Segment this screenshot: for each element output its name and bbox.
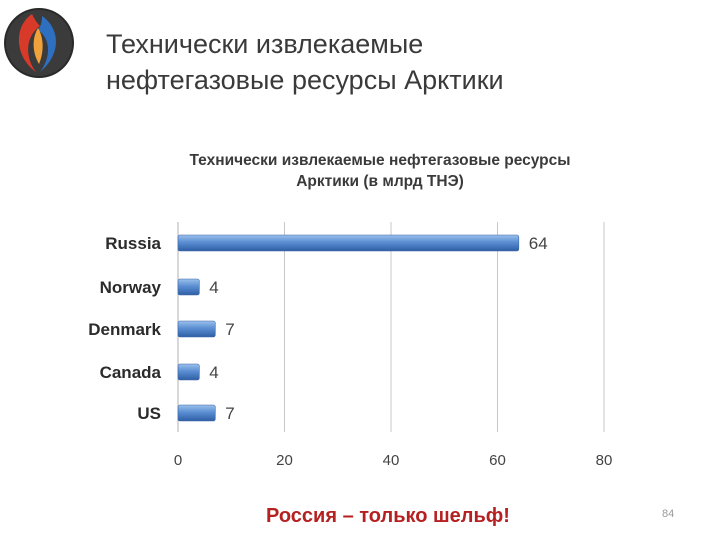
category-label: Russia — [105, 234, 161, 253]
footer-note: Россия – только шельф! — [266, 505, 510, 527]
bar-canada — [177, 363, 200, 381]
category-label: Canada — [100, 363, 162, 382]
category-label: Denmark — [88, 320, 161, 339]
value-label: 4 — [209, 363, 218, 382]
value-label: 7 — [225, 320, 234, 339]
chart-title: Технически извлекаемые нефтегазовые ресу… — [189, 152, 571, 190]
x-tick-label: 40 — [383, 452, 400, 469]
bar-us — [177, 404, 216, 422]
gridlines — [177, 222, 605, 432]
bar-norway — [177, 278, 200, 296]
slide-title: Технически извлекаемые нефтегазовые ресу… — [106, 29, 504, 95]
bar-russia — [177, 234, 520, 252]
bars — [177, 234, 520, 422]
value-label: 4 — [209, 278, 218, 297]
category-label: Norway — [100, 278, 162, 297]
category-label: US — [137, 404, 161, 423]
page-number: 84 — [662, 508, 675, 520]
x-tick-label: 60 — [489, 452, 506, 469]
x-tick-label: 80 — [596, 452, 613, 469]
value-label: 7 — [225, 404, 234, 423]
labels: 0 20 40 60 80 Russia 64 Norway 4 Denmark 7 Canada 4 U… — [88, 234, 612, 469]
bar-denmark — [177, 320, 216, 338]
value-label: 64 — [529, 234, 548, 253]
x-tick-label: 0 — [174, 452, 182, 469]
company-logo — [4, 8, 74, 78]
x-tick-label: 20 — [276, 452, 293, 469]
